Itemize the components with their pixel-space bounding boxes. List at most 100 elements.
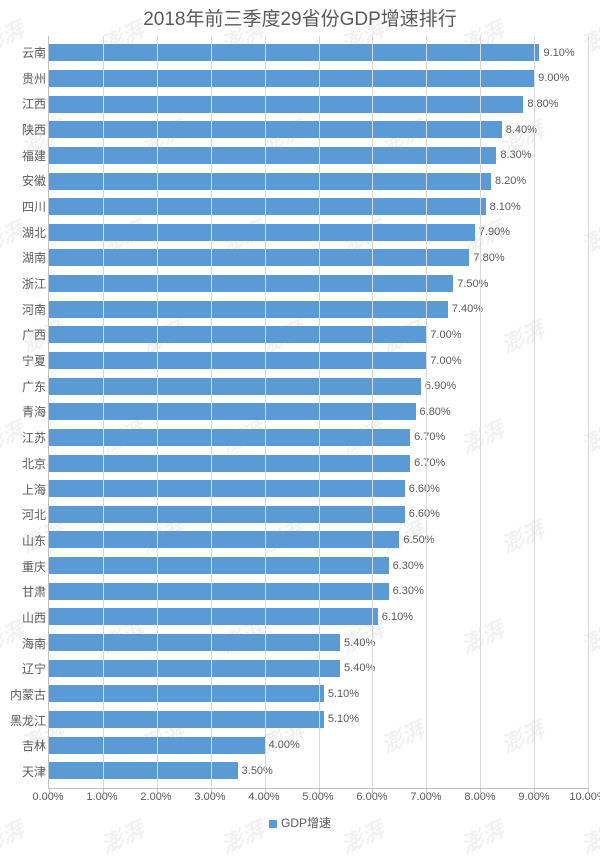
bar-value-label: 9.00% <box>538 72 569 84</box>
x-tick-label: 1.00% <box>86 791 117 803</box>
bar <box>49 711 324 728</box>
bar-value-label: 7.40% <box>452 303 483 315</box>
bar <box>49 531 399 548</box>
bar <box>49 326 426 343</box>
bar-value-label: 6.80% <box>420 406 451 418</box>
legend: GDP增速 <box>0 814 600 831</box>
y-category-label: 安徽 <box>0 172 46 190</box>
y-category-label: 内蒙古 <box>0 686 46 704</box>
y-category-label: 青海 <box>0 403 46 421</box>
y-category-label: 河北 <box>0 506 46 524</box>
y-category-label: 山西 <box>0 609 46 627</box>
bar <box>49 147 496 164</box>
bar-value-label: 8.20% <box>495 175 526 187</box>
y-category-label: 福建 <box>0 147 46 165</box>
y-category-label: 天津 <box>0 763 46 781</box>
plot-area: 9.10%9.00%8.80%8.40%8.30%8.20%8.10%7.90%… <box>48 36 588 789</box>
bar <box>49 44 539 61</box>
x-tick-label: 2.00% <box>140 791 171 803</box>
y-category-label: 浙江 <box>0 275 46 293</box>
y-category-label: 黑龙江 <box>0 712 46 730</box>
y-category-label: 宁夏 <box>0 352 46 370</box>
bar-value-label: 6.60% <box>409 483 440 495</box>
gridline <box>211 36 212 788</box>
bar-value-label: 7.50% <box>457 278 488 290</box>
bar <box>49 403 416 420</box>
bar <box>49 275 453 292</box>
bar <box>49 583 389 600</box>
bar <box>49 378 421 395</box>
gridline <box>426 36 427 788</box>
y-category-label: 江西 <box>0 95 46 113</box>
bar <box>49 660 340 677</box>
x-tick-label: 0.00% <box>32 791 63 803</box>
y-category-label: 广东 <box>0 378 46 396</box>
bar-value-label: 9.10% <box>543 47 574 59</box>
chart-title: 2018年前三季度29省份GDP增速排行 <box>0 0 600 31</box>
x-axis-labels: 0.00%1.00%2.00%3.00%4.00%5.00%6.00%7.00%… <box>48 791 588 807</box>
legend-label: GDP增速 <box>281 816 331 830</box>
bar-value-label: 6.30% <box>393 560 424 572</box>
x-tick-label: 3.00% <box>194 791 225 803</box>
x-tick-label: 8.00% <box>464 791 495 803</box>
y-category-label: 重庆 <box>0 558 46 576</box>
y-category-label: 贵州 <box>0 70 46 88</box>
legend-swatch <box>269 820 277 828</box>
bar <box>49 121 502 138</box>
bar <box>49 608 378 625</box>
gridline <box>588 36 589 788</box>
bar-value-label: 8.40% <box>506 124 537 136</box>
y-category-label: 陕西 <box>0 121 46 139</box>
gridline <box>319 36 320 788</box>
y-category-label: 北京 <box>0 455 46 473</box>
bar-value-label: 5.10% <box>328 713 359 725</box>
gridline <box>534 36 535 788</box>
x-tick-label: 4.00% <box>248 791 279 803</box>
bar <box>49 96 523 113</box>
x-tick-label: 5.00% <box>302 791 333 803</box>
x-tick-label: 10.00% <box>569 791 600 803</box>
y-category-label: 湖南 <box>0 249 46 267</box>
bar-value-label: 5.40% <box>344 637 375 649</box>
bar-value-label: 6.30% <box>393 585 424 597</box>
x-tick-label: 6.00% <box>356 791 387 803</box>
bar-value-label: 7.80% <box>473 252 504 264</box>
bar-value-label: 6.70% <box>414 457 445 469</box>
bar-value-label: 5.40% <box>344 662 375 674</box>
bar <box>49 634 340 651</box>
y-axis-labels: 云南贵州江西陕西福建安徽四川湖北湖南浙江河南广西宁夏广东青海江苏北京上海河北山东… <box>0 36 46 789</box>
y-category-label: 湖北 <box>0 224 46 242</box>
gridline <box>103 36 104 788</box>
bar <box>49 173 491 190</box>
y-category-label: 广西 <box>0 326 46 344</box>
bar <box>49 249 469 266</box>
x-tick-label: 9.00% <box>518 791 549 803</box>
gridline <box>372 36 373 788</box>
bar <box>49 224 475 241</box>
bar-value-label: 6.90% <box>425 380 456 392</box>
y-category-label: 江苏 <box>0 429 46 447</box>
bar <box>49 301 448 318</box>
bar <box>49 685 324 702</box>
gridline <box>157 36 158 788</box>
bar-value-label: 6.10% <box>382 611 413 623</box>
bar <box>49 198 486 215</box>
bar-value-label: 7.00% <box>430 329 461 341</box>
y-category-label: 吉林 <box>0 737 46 755</box>
bar-value-label: 3.50% <box>242 765 273 777</box>
y-category-label: 四川 <box>0 198 46 216</box>
y-category-label: 海南 <box>0 635 46 653</box>
y-category-label: 云南 <box>0 44 46 62</box>
y-category-label: 山东 <box>0 532 46 550</box>
y-category-label: 甘肃 <box>0 583 46 601</box>
bar <box>49 762 238 779</box>
bar <box>49 557 389 574</box>
bar-value-label: 8.10% <box>490 201 521 213</box>
bar-value-label: 8.30% <box>500 149 531 161</box>
bar-value-label: 6.60% <box>409 508 440 520</box>
x-tick-label: 7.00% <box>410 791 441 803</box>
bar <box>49 70 534 87</box>
y-category-label: 河南 <box>0 301 46 319</box>
gridline <box>480 36 481 788</box>
bar-value-label: 8.80% <box>527 98 558 110</box>
